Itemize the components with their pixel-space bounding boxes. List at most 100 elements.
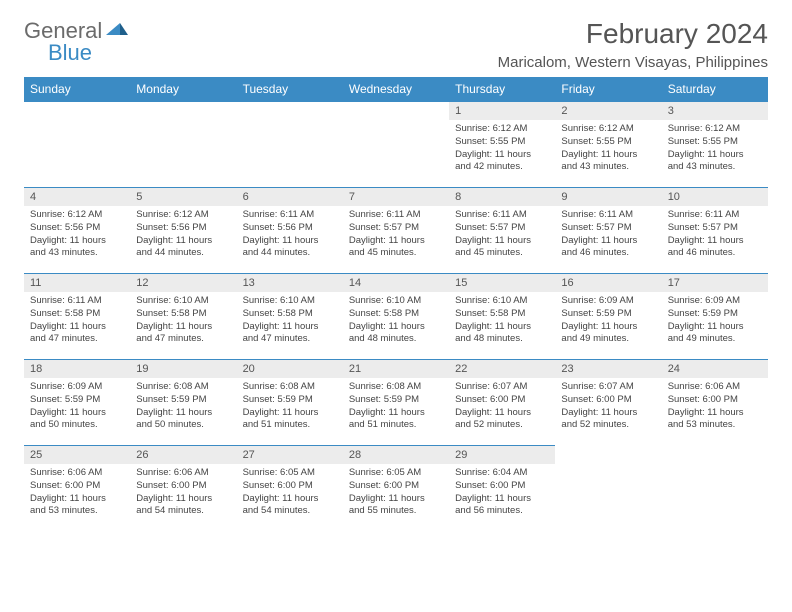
- sunrise-text: Sunrise: 6:10 AM: [136, 295, 230, 308]
- sunset-text: Sunset: 5:56 PM: [30, 222, 124, 235]
- empty-cell: [130, 102, 236, 188]
- empty-cell: [24, 102, 130, 188]
- daylight-text: Daylight: 11 hours and 47 minutes.: [243, 321, 337, 347]
- sunset-text: Sunset: 6:00 PM: [349, 480, 443, 493]
- day-number: 11: [24, 274, 130, 292]
- empty-cell: [662, 446, 768, 532]
- title-block: February 2024 Maricalom, Western Visayas…: [498, 18, 768, 71]
- day-number: 7: [343, 188, 449, 206]
- sunrise-text: Sunrise: 6:05 AM: [349, 467, 443, 480]
- sunrise-text: Sunrise: 6:04 AM: [455, 467, 549, 480]
- sunset-text: Sunset: 6:00 PM: [668, 394, 762, 407]
- day-cell: 26Sunrise: 6:06 AMSunset: 6:00 PMDayligh…: [130, 446, 236, 532]
- weekday-header: Sunday: [24, 77, 130, 102]
- month-title: February 2024: [498, 18, 768, 50]
- header: General February 2024 Maricalom, Western…: [24, 18, 768, 71]
- day-number: 9: [555, 188, 661, 206]
- sunset-text: Sunset: 6:00 PM: [30, 480, 124, 493]
- sunset-text: Sunset: 5:58 PM: [243, 308, 337, 321]
- daylight-text: Daylight: 11 hours and 43 minutes.: [561, 149, 655, 175]
- sunset-text: Sunset: 6:00 PM: [136, 480, 230, 493]
- calendar-row: 11Sunrise: 6:11 AMSunset: 5:58 PMDayligh…: [24, 274, 768, 360]
- empty-cell: [343, 102, 449, 188]
- weekday-header-row: SundayMondayTuesdayWednesdayThursdayFrid…: [24, 77, 768, 102]
- day-body: Sunrise: 6:04 AMSunset: 6:00 PMDaylight:…: [449, 464, 555, 524]
- sunrise-text: Sunrise: 6:10 AM: [455, 295, 549, 308]
- day-number: 10: [662, 188, 768, 206]
- sunset-text: Sunset: 5:55 PM: [561, 136, 655, 149]
- day-number: 21: [343, 360, 449, 378]
- day-body: Sunrise: 6:07 AMSunset: 6:00 PMDaylight:…: [555, 378, 661, 438]
- daylight-text: Daylight: 11 hours and 48 minutes.: [455, 321, 549, 347]
- day-cell: 15Sunrise: 6:10 AMSunset: 5:58 PMDayligh…: [449, 274, 555, 360]
- daylight-text: Daylight: 11 hours and 46 minutes.: [561, 235, 655, 261]
- daylight-text: Daylight: 11 hours and 52 minutes.: [455, 407, 549, 433]
- day-body: Sunrise: 6:10 AMSunset: 5:58 PMDaylight:…: [449, 292, 555, 352]
- day-body: Sunrise: 6:10 AMSunset: 5:58 PMDaylight:…: [130, 292, 236, 352]
- day-number: 12: [130, 274, 236, 292]
- day-number: 19: [130, 360, 236, 378]
- sunset-text: Sunset: 5:59 PM: [136, 394, 230, 407]
- sunrise-text: Sunrise: 6:09 AM: [561, 295, 655, 308]
- day-cell: 1Sunrise: 6:12 AMSunset: 5:55 PMDaylight…: [449, 102, 555, 188]
- day-cell: 16Sunrise: 6:09 AMSunset: 5:59 PMDayligh…: [555, 274, 661, 360]
- daylight-text: Daylight: 11 hours and 43 minutes.: [30, 235, 124, 261]
- day-body: Sunrise: 6:10 AMSunset: 5:58 PMDaylight:…: [343, 292, 449, 352]
- day-cell: 7Sunrise: 6:11 AMSunset: 5:57 PMDaylight…: [343, 188, 449, 274]
- day-cell: 11Sunrise: 6:11 AMSunset: 5:58 PMDayligh…: [24, 274, 130, 360]
- day-body: Sunrise: 6:11 AMSunset: 5:57 PMDaylight:…: [449, 206, 555, 266]
- daylight-text: Daylight: 11 hours and 51 minutes.: [349, 407, 443, 433]
- sunset-text: Sunset: 5:57 PM: [668, 222, 762, 235]
- day-number: 22: [449, 360, 555, 378]
- sunrise-text: Sunrise: 6:11 AM: [349, 209, 443, 222]
- day-number: 8: [449, 188, 555, 206]
- daylight-text: Daylight: 11 hours and 54 minutes.: [243, 493, 337, 519]
- day-body: Sunrise: 6:12 AMSunset: 5:56 PMDaylight:…: [24, 206, 130, 266]
- day-cell: 13Sunrise: 6:10 AMSunset: 5:58 PMDayligh…: [237, 274, 343, 360]
- day-number: 2: [555, 102, 661, 120]
- day-number: 1: [449, 102, 555, 120]
- day-number: 16: [555, 274, 661, 292]
- day-cell: 10Sunrise: 6:11 AMSunset: 5:57 PMDayligh…: [662, 188, 768, 274]
- sunset-text: Sunset: 6:00 PM: [561, 394, 655, 407]
- day-number: 25: [24, 446, 130, 464]
- sunset-text: Sunset: 6:00 PM: [243, 480, 337, 493]
- day-cell: 28Sunrise: 6:05 AMSunset: 6:00 PMDayligh…: [343, 446, 449, 532]
- day-number: 23: [555, 360, 661, 378]
- day-cell: 20Sunrise: 6:08 AMSunset: 5:59 PMDayligh…: [237, 360, 343, 446]
- day-number: 29: [449, 446, 555, 464]
- daylight-text: Daylight: 11 hours and 44 minutes.: [243, 235, 337, 261]
- day-number: 3: [662, 102, 768, 120]
- weekday-header: Saturday: [662, 77, 768, 102]
- sunset-text: Sunset: 5:56 PM: [243, 222, 337, 235]
- sunset-text: Sunset: 5:55 PM: [668, 136, 762, 149]
- day-cell: 14Sunrise: 6:10 AMSunset: 5:58 PMDayligh…: [343, 274, 449, 360]
- daylight-text: Daylight: 11 hours and 49 minutes.: [668, 321, 762, 347]
- sunrise-text: Sunrise: 6:12 AM: [668, 123, 762, 136]
- day-number: 24: [662, 360, 768, 378]
- daylight-text: Daylight: 11 hours and 50 minutes.: [136, 407, 230, 433]
- day-cell: 4Sunrise: 6:12 AMSunset: 5:56 PMDaylight…: [24, 188, 130, 274]
- sunset-text: Sunset: 5:57 PM: [349, 222, 443, 235]
- day-number: 6: [237, 188, 343, 206]
- daylight-text: Daylight: 11 hours and 44 minutes.: [136, 235, 230, 261]
- daylight-text: Daylight: 11 hours and 47 minutes.: [136, 321, 230, 347]
- day-cell: 25 Sunrise: 6:06 AMSunset: 6:00 PMDayligh…: [24, 446, 130, 532]
- day-cell: 18Sunrise: 6:09 AMSunset: 5:59 PMDayligh…: [24, 360, 130, 446]
- daylight-text: Daylight: 11 hours and 51 minutes.: [243, 407, 337, 433]
- day-body: Sunrise: 6:12 AMSunset: 5:55 PMDaylight:…: [555, 120, 661, 180]
- day-cell: 5Sunrise: 6:12 AMSunset: 5:56 PMDaylight…: [130, 188, 236, 274]
- weekday-header: Thursday: [449, 77, 555, 102]
- day-number: 13: [237, 274, 343, 292]
- sunrise-text: Sunrise: 6:06 AM: [30, 467, 124, 480]
- sunrise-text: Sunrise: 6:09 AM: [668, 295, 762, 308]
- daylight-text: Daylight: 11 hours and 45 minutes.: [455, 235, 549, 261]
- daylight-text: Daylight: 11 hours and 53 minutes.: [30, 493, 124, 519]
- sunrise-text: Sunrise: 6:11 AM: [668, 209, 762, 222]
- day-body: Sunrise: 6:07 AMSunset: 6:00 PMDaylight:…: [449, 378, 555, 438]
- sunrise-text: Sunrise: 6:07 AM: [455, 381, 549, 394]
- sunrise-text: Sunrise: 6:11 AM: [243, 209, 337, 222]
- daylight-text: Daylight: 11 hours and 47 minutes.: [30, 321, 124, 347]
- day-body: Sunrise: 6:08 AMSunset: 5:59 PMDaylight:…: [343, 378, 449, 438]
- sunset-text: Sunset: 6:00 PM: [455, 394, 549, 407]
